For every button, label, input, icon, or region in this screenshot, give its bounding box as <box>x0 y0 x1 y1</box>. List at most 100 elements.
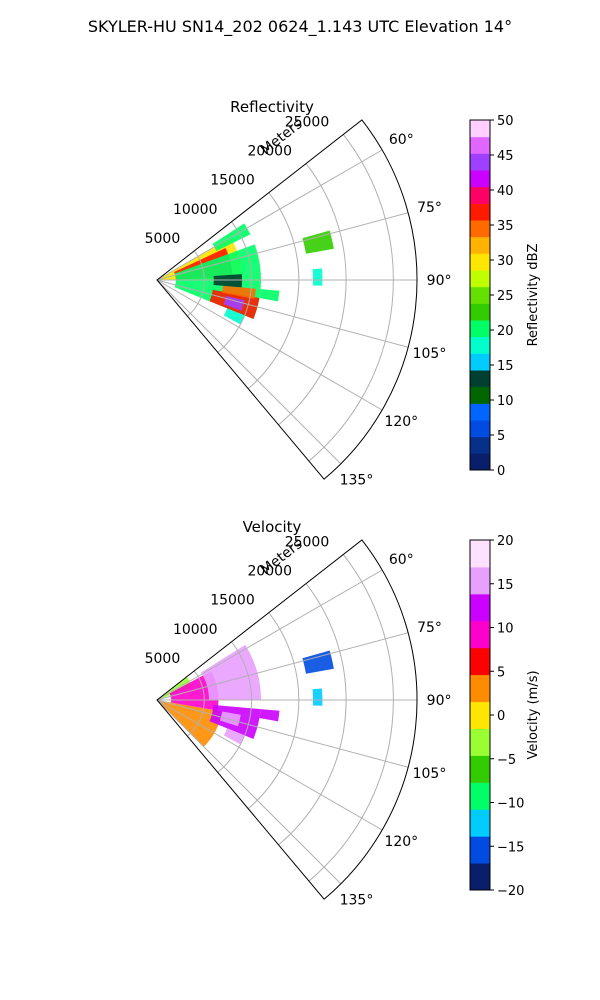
colorbar-label: Reflectivity dBZ <box>526 244 541 347</box>
radial-tick-label: 20000 <box>247 564 292 580</box>
azimuth-tick-label: 75° <box>417 200 442 216</box>
colorbar-tick-label: −5 <box>497 753 516 768</box>
colorbar-tick-label: 20 <box>497 324 514 339</box>
colorbar-segment <box>470 320 490 338</box>
echo-cell <box>223 728 245 745</box>
radial-tick-label: 5000 <box>145 231 181 247</box>
range-ring <box>217 641 253 773</box>
colorbar-segment <box>470 674 490 703</box>
range-ring <box>308 134 394 462</box>
colorbar-segment <box>470 336 490 354</box>
echo-cell <box>259 709 280 722</box>
azimuth-tick-label: 90° <box>427 273 452 289</box>
azimuth-spoke <box>156 699 342 885</box>
colorbar-segment <box>470 863 490 891</box>
colorbar-tick-label: 15 <box>497 578 514 593</box>
azimuth-spoke <box>156 699 383 831</box>
colorbar-segment <box>470 136 490 154</box>
colorbar-segment <box>470 420 490 438</box>
radial-tick-label: 15000 <box>210 173 255 189</box>
colorbar-segment <box>470 303 490 321</box>
echo-cell <box>223 308 245 325</box>
azimuth-spoke <box>156 699 409 768</box>
colorbar: −20 −15 −10 −5 0 5 10 15 20 Velocity (m/s) <box>469 534 541 899</box>
colorbar-label: Velocity (m/s) <box>526 670 541 759</box>
radial-tick-label: 10000 <box>173 202 218 218</box>
azimuth-tick-label: 60° <box>389 132 414 148</box>
sector-frame <box>156 539 418 900</box>
echo-cell <box>312 268 323 286</box>
azimuth-spoke <box>156 632 409 701</box>
echo-cell <box>302 650 334 674</box>
colorbar-tick-label: 50 <box>497 114 514 129</box>
colorbar-tick-label: 45 <box>497 149 514 164</box>
colorbar-segment <box>470 701 490 729</box>
range-ring <box>278 163 347 426</box>
colorbar: 0 5 10 15 20 25 30 35 40 45 50 Reflectivity dBZ <box>469 114 541 479</box>
azimuth-spoke <box>156 279 383 411</box>
echo-cell <box>213 274 243 288</box>
azimuth-tick-label: 105° <box>413 766 447 782</box>
range-ring <box>217 221 253 353</box>
azimuth-spoke <box>156 279 409 348</box>
colorbar-segment <box>470 203 490 221</box>
azimuth-spoke <box>156 279 342 465</box>
echo-cell <box>157 700 223 747</box>
radial-tick-label: 5000 <box>145 651 181 667</box>
echo-cell <box>157 676 193 700</box>
colorbar-tick-label: 5 <box>497 429 505 444</box>
colorbar-segment <box>470 403 490 421</box>
colorbar-segment <box>470 386 490 404</box>
colorbar-tick-label: 30 <box>497 254 514 269</box>
colorbar-segment <box>470 120 490 138</box>
colorbar-segment <box>470 620 490 649</box>
radial-tick-label: 20000 <box>247 144 292 160</box>
colorbar-tick-label: 15 <box>497 359 514 374</box>
figure-title: SKYLER-HU SN14_202 0624_1.143 UTC Elevat… <box>88 17 512 37</box>
sector-frame <box>156 119 418 480</box>
colorbar-tick-label: −15 <box>497 840 524 855</box>
colorbar-segment <box>470 436 490 454</box>
range-ring <box>247 192 300 390</box>
colorbar-tick-label: 40 <box>497 184 514 199</box>
colorbar-tick-label: −20 <box>497 884 524 899</box>
echo-cell <box>219 711 241 727</box>
colorbar-segment <box>470 353 490 371</box>
azimuth-tick-label: 75° <box>417 620 442 636</box>
azimuth-tick-label: 90° <box>427 693 452 709</box>
radial-tick-label: 25000 <box>285 114 330 130</box>
colorbar-segment <box>470 453 490 471</box>
radial-tick-label: 15000 <box>210 593 255 609</box>
colorbar-segment <box>470 728 490 756</box>
echo-layer <box>157 223 334 325</box>
radial-tick-label: 25000 <box>285 534 330 550</box>
range-ring <box>278 583 347 846</box>
colorbar-segment <box>470 566 490 595</box>
azimuth-tick-label: 135° <box>340 892 374 908</box>
radial-tick-label: 10000 <box>173 622 218 638</box>
range-ring <box>247 612 300 810</box>
colorbar-segment <box>470 809 490 837</box>
range-ring <box>187 670 205 737</box>
colorbar-tick-label: 25 <box>497 289 514 304</box>
colorbar-tick-label: 20 <box>497 534 514 549</box>
range-ring <box>308 554 394 882</box>
colorbar-segment <box>470 647 490 676</box>
colorbar-segment <box>470 153 490 171</box>
colorbar-tick-label: 0 <box>497 464 505 479</box>
colorbar-tick-label: 35 <box>497 219 514 234</box>
panel-title: Velocity <box>243 518 302 536</box>
colorbar-segment <box>470 186 490 204</box>
colorbar-segment <box>470 370 490 388</box>
azimuth-spoke <box>156 149 383 281</box>
echo-cell <box>312 688 323 706</box>
range-ring <box>187 250 205 317</box>
colorbar-tick-label: 0 <box>497 709 505 724</box>
colorbar-segment <box>470 236 490 254</box>
echo-cell <box>302 230 334 254</box>
echo-cell <box>259 289 280 302</box>
colorbar-segment <box>470 286 490 304</box>
panel-title: Reflectivity <box>230 98 314 116</box>
azimuth-tick-label: 135° <box>340 472 374 488</box>
